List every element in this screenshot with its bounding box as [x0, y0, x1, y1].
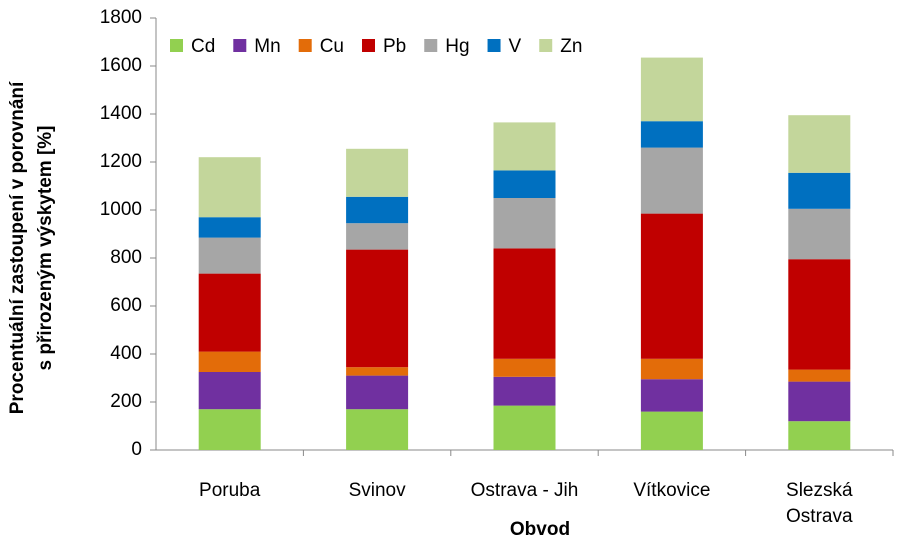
x-tick-label: Vítkovice — [633, 480, 711, 501]
bar-segment — [640, 411, 703, 450]
bar-segment — [346, 249, 409, 368]
y-tick-label: 200 — [110, 391, 142, 412]
legend-swatch — [487, 39, 501, 52]
bar-segment — [198, 157, 261, 218]
legend-swatch — [233, 39, 247, 52]
bar-segment — [493, 248, 556, 359]
legend-label: Pb — [383, 36, 406, 57]
y-tick-label: 1800 — [100, 7, 142, 28]
y-tick-label: 600 — [110, 295, 142, 316]
legend-label: Cd — [191, 36, 215, 57]
x-tick-label: Poruba — [199, 480, 261, 501]
bar-segment — [346, 367, 409, 376]
bar-segment — [788, 172, 851, 209]
bar-segment — [346, 196, 409, 224]
legend-swatch — [539, 39, 553, 52]
bar-segment — [640, 379, 703, 412]
bar-segment — [640, 57, 703, 122]
bar-segment — [788, 369, 851, 382]
bar-segment — [493, 405, 556, 450]
bar-segment — [493, 198, 556, 249]
x-tick-label: Slezská Ostrava — [786, 480, 853, 527]
legend-label: Cu — [320, 36, 344, 57]
x-tick-label: Ostrava - Jih — [470, 480, 579, 501]
bar-segment — [788, 115, 851, 173]
y-axis-title: Procentuální zastoupení v porovnání — [7, 81, 28, 414]
bar-segment — [640, 213, 703, 359]
legend-swatch — [362, 39, 375, 52]
legend-label: Mn — [254, 36, 280, 57]
bar-segment — [788, 259, 851, 370]
bar-segment — [346, 409, 409, 450]
bar-segment — [640, 147, 703, 214]
legend-swatch — [298, 39, 312, 52]
legend-label: Zn — [560, 36, 582, 57]
bar-segment — [788, 208, 851, 260]
legend-label: Hg — [445, 36, 469, 57]
bar-segment — [198, 351, 261, 372]
x-tick-label: Svinov — [348, 480, 406, 501]
y-tick-label: 1000 — [100, 199, 142, 220]
bar-segment — [198, 372, 261, 410]
y-tick-label: 1600 — [100, 55, 142, 76]
bar-segment — [198, 409, 261, 450]
y-tick-label: 1200 — [100, 151, 142, 172]
legend-label: V — [509, 36, 522, 57]
bar-segment — [493, 358, 556, 377]
bar-segment — [493, 170, 556, 198]
bar-segment — [346, 375, 409, 410]
y-tick-label: 0 — [131, 439, 142, 460]
legend-swatch — [170, 39, 183, 52]
legend-swatch — [424, 39, 438, 52]
bar-segment — [198, 237, 261, 274]
y-tick-label: 800 — [110, 247, 142, 268]
x-axis-title: Obvod — [510, 519, 570, 540]
bar-segment — [640, 358, 703, 380]
y-tick-label: 400 — [110, 343, 142, 364]
bar-segment — [346, 223, 409, 250]
bar-segment — [788, 421, 851, 450]
bar-segment — [640, 121, 703, 148]
bar-segment — [493, 376, 556, 406]
bar-segment — [198, 217, 261, 238]
bar-segment — [493, 122, 556, 171]
bar-segment — [346, 148, 409, 197]
bar-segment — [788, 381, 851, 422]
y-tick-label: 1400 — [100, 103, 142, 124]
y-axis-title: s přirozeným výskytem [%] — [35, 126, 56, 371]
bar-segment — [198, 273, 261, 352]
